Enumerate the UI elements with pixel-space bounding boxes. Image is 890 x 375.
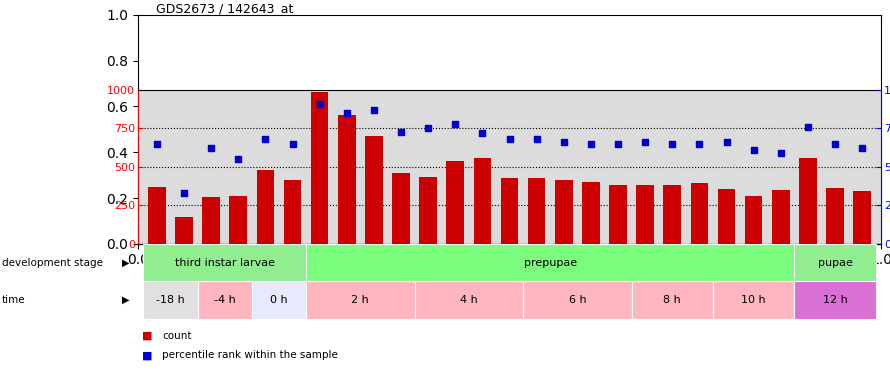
Point (231, 156, 246, 162)
Bar (745, 196, 763, 244)
Text: GDS2673 / 142643_at: GDS2673 / 142643_at (156, 2, 293, 15)
Bar (419, 177, 437, 244)
Bar (392, 173, 410, 244)
Text: 2 h: 2 h (352, 295, 369, 305)
Bar (338, 115, 356, 244)
Point (638, 139, 652, 145)
Bar (555, 180, 572, 244)
Text: 4 h: 4 h (460, 295, 478, 305)
Point (312, 101, 327, 107)
Point (584, 141, 598, 147)
Text: ■: ■ (142, 331, 153, 341)
Point (828, 141, 842, 147)
Point (855, 146, 870, 152)
Bar (198, 281, 252, 319)
Point (773, 150, 788, 156)
Text: 10 h: 10 h (741, 295, 766, 305)
Text: pupae: pupae (818, 258, 853, 267)
Bar (501, 178, 518, 244)
Text: 6 h: 6 h (569, 295, 587, 305)
Text: percentile rank within the sample: percentile rank within the sample (162, 350, 338, 360)
Bar (365, 136, 383, 244)
Bar (582, 182, 600, 244)
Bar (202, 197, 220, 244)
Bar (143, 244, 306, 281)
Point (150, 141, 164, 147)
Point (204, 146, 218, 152)
Text: ■: ■ (142, 350, 153, 360)
Point (747, 147, 761, 153)
Bar (609, 184, 627, 244)
Bar (713, 281, 794, 319)
Text: count: count (162, 331, 191, 341)
Bar (473, 158, 491, 244)
Text: third instar larvae: third instar larvae (174, 258, 275, 267)
Bar (447, 161, 464, 244)
Point (367, 107, 381, 113)
Point (503, 136, 517, 142)
Bar (794, 281, 876, 319)
Point (719, 139, 733, 145)
Text: 8 h: 8 h (663, 295, 681, 305)
Bar (794, 244, 876, 281)
Point (530, 136, 544, 142)
Bar (311, 92, 328, 244)
Bar (143, 281, 198, 319)
Point (475, 130, 490, 136)
Point (556, 139, 570, 145)
Point (177, 190, 191, 196)
Bar (632, 281, 713, 319)
Bar (523, 281, 632, 319)
Bar (306, 244, 794, 281)
Text: -18 h: -18 h (156, 295, 185, 305)
Bar (528, 178, 546, 244)
Text: development stage: development stage (2, 258, 102, 267)
Point (286, 141, 300, 147)
Bar (148, 187, 166, 244)
Bar (230, 196, 247, 244)
Point (449, 121, 463, 127)
Point (421, 125, 435, 132)
Bar (826, 188, 844, 244)
Bar (636, 184, 654, 244)
Bar (691, 183, 708, 244)
Point (801, 124, 815, 130)
Bar (175, 217, 193, 244)
Text: time: time (2, 295, 26, 305)
Text: ▶: ▶ (122, 295, 129, 305)
Text: prepupae: prepupae (523, 258, 577, 267)
Bar (663, 185, 681, 244)
Bar (256, 170, 274, 244)
Point (258, 136, 272, 142)
Text: 12 h: 12 h (822, 295, 847, 305)
Point (665, 141, 679, 147)
Bar (252, 281, 306, 319)
Point (340, 110, 354, 116)
Bar (284, 180, 302, 244)
Point (394, 129, 409, 135)
Bar (306, 281, 415, 319)
Bar (799, 158, 817, 244)
Text: -4 h: -4 h (214, 295, 236, 305)
Point (692, 141, 707, 147)
Bar (854, 192, 871, 244)
Text: ▶: ▶ (122, 258, 129, 267)
Text: 0 h: 0 h (271, 295, 287, 305)
Point (611, 141, 625, 147)
Bar (772, 190, 789, 244)
Bar (415, 281, 523, 319)
Bar (717, 189, 735, 244)
